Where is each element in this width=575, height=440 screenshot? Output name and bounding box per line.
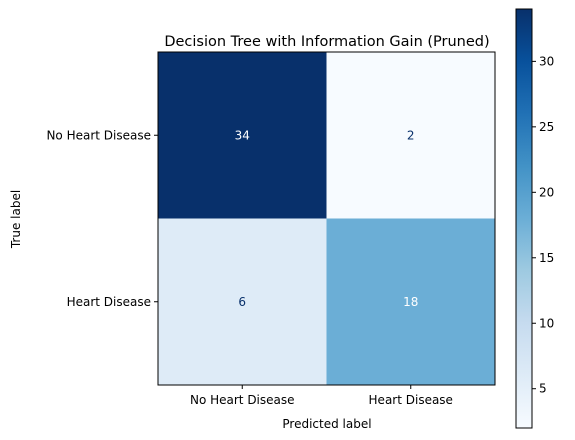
colorbar-tick-label: 20 xyxy=(539,185,554,199)
chart-title: Decision Tree with Information Gain (Pru… xyxy=(164,34,489,50)
x-tick-label: No Heart Disease xyxy=(190,393,295,407)
cell-value-label: 6 xyxy=(238,295,246,309)
cell-value-label: 2 xyxy=(407,128,415,142)
colorbar xyxy=(515,8,533,429)
heatmap-cells xyxy=(158,52,495,385)
y-axis-label: True label xyxy=(9,190,23,249)
colorbar-tick-label: 15 xyxy=(539,251,554,265)
colorbar-tick-label: 10 xyxy=(539,316,554,330)
colorbar-tick-label: 30 xyxy=(539,54,554,68)
heatmap-cell xyxy=(158,218,327,385)
cell-value-label: 34 xyxy=(235,128,250,142)
x-axis-label: Predicted label xyxy=(282,417,371,431)
y-axis-ticks: No Heart Disease Heart Disease xyxy=(46,128,158,309)
x-axis-ticks: No Heart Disease Heart Disease xyxy=(190,385,453,407)
heatmap-cell-labels: 34 26 18 xyxy=(235,128,419,309)
colorbar-ticks: 5 10 15 20 25 30 xyxy=(532,54,554,396)
y-tick-label: Heart Disease xyxy=(67,295,151,309)
cell-value-label: 18 xyxy=(403,295,418,309)
colorbar-tick-label: 5 xyxy=(539,382,547,396)
colorbar-tick-label: 25 xyxy=(539,120,554,134)
heatmap-cell xyxy=(158,52,327,219)
plot-frame xyxy=(157,51,496,386)
heatmap-cell xyxy=(326,52,495,219)
y-tick-label: No Heart Disease xyxy=(46,128,151,142)
heatmap-cell xyxy=(326,218,495,385)
x-tick-label: Heart Disease xyxy=(369,393,453,407)
